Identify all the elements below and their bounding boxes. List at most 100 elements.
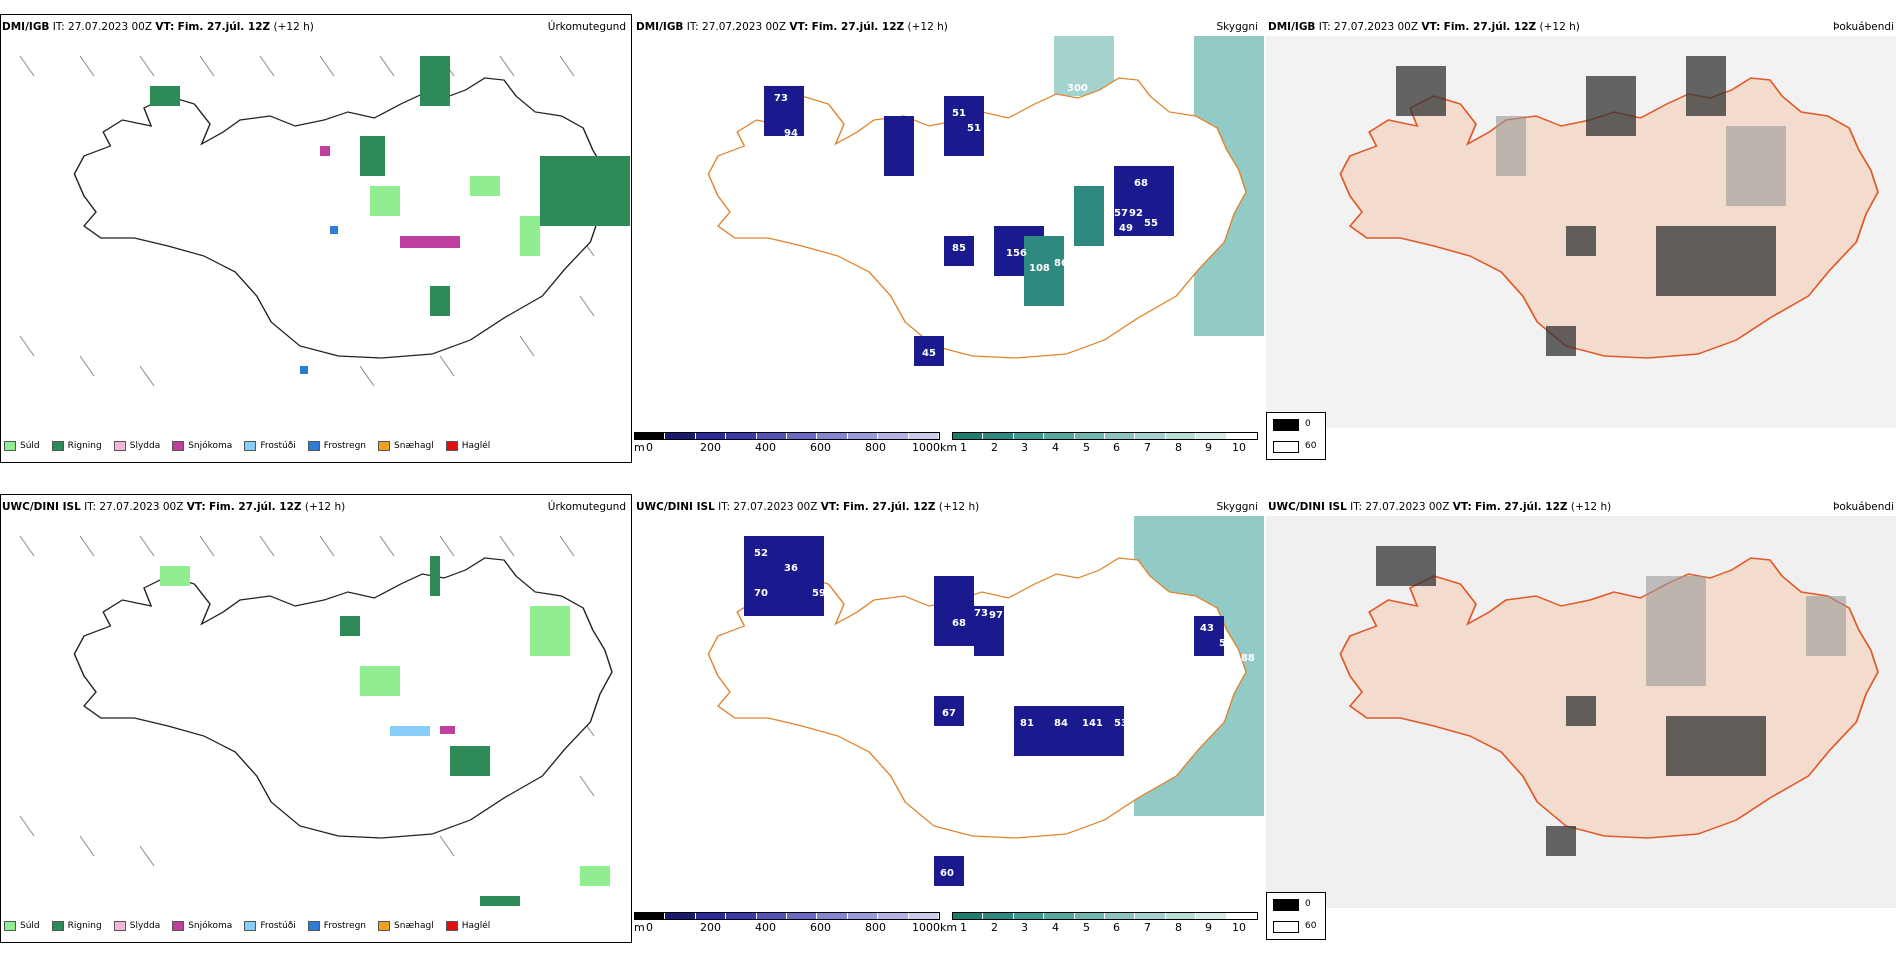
it-label: IT: xyxy=(84,501,97,513)
legend-label: Rigning xyxy=(67,921,102,931)
cbar-swatch xyxy=(1074,913,1106,919)
fog-label: 60 xyxy=(1305,441,1317,451)
precip-legend: Súld Rigning Slydda Snjókoma Frostúði Fr… xyxy=(4,437,490,455)
model-name: DMI/IGB xyxy=(1268,21,1316,33)
cbar-tick: 800 xyxy=(865,921,886,934)
vis-number: 81 xyxy=(1020,718,1034,729)
visibility-panel: UWC/DINI ISL IT: 27.07.2023 00Z VT: Fim.… xyxy=(634,494,1264,952)
cbar-swatch xyxy=(1105,913,1136,919)
cbar-swatch xyxy=(1135,913,1166,919)
cbar-swatch xyxy=(787,433,818,439)
panel-header: DMI/IGB IT: 27.07.2023 00Z VT: Fim. 27.j… xyxy=(636,20,1262,34)
cbar-tick: 400 xyxy=(755,441,776,454)
vis-number: 49 xyxy=(1119,223,1133,234)
legend-label: Súld xyxy=(20,921,40,931)
cbar-tick: 1 xyxy=(960,441,967,454)
model-name: DMI/IGB xyxy=(2,21,50,33)
legend-swatch xyxy=(445,921,458,931)
precip-map xyxy=(19,55,630,387)
panel-title: Skyggni xyxy=(1216,21,1259,33)
cbar-tick: 0 xyxy=(646,921,653,934)
visibility-bar xyxy=(952,912,1258,920)
forecast-row-uwc: UWC/DINI ISL IT: 27.07.2023 00Z VT: Fim.… xyxy=(0,494,1900,964)
legend-label: Súld xyxy=(20,441,40,451)
legend-swatch xyxy=(113,921,126,931)
vis-number: 85 xyxy=(952,243,966,254)
fog-label: 0 xyxy=(1305,419,1311,429)
cbar-swatch xyxy=(1135,433,1166,439)
lead-time: (+12 h) xyxy=(273,21,314,33)
legend-swatch xyxy=(307,441,320,451)
legend-label: Haglél xyxy=(461,441,491,451)
fog-label: 60 xyxy=(1305,921,1317,931)
precip-map-frame xyxy=(0,494,632,943)
cbar-tick: 5 xyxy=(1083,441,1090,454)
legend-item: Frostregn xyxy=(307,921,366,931)
fog-swatch xyxy=(1273,441,1299,453)
cbar-swatch xyxy=(1165,433,1197,439)
fog-map xyxy=(1266,36,1896,428)
vis-number: 97 xyxy=(989,610,1003,621)
panel-title: Úrkomutegund xyxy=(547,501,626,513)
visibility-panel: DMI/IGB IT: 27.07.2023 00Z VT: Fim. 27.j… xyxy=(634,14,1264,472)
legend-swatch xyxy=(51,441,64,451)
legend-label: Haglél xyxy=(461,921,491,931)
cbar-tick: 800 xyxy=(865,441,886,454)
forecast-row-dmi: DMI/IGB IT: 27.07.2023 00Z VT: Fim. 27.j… xyxy=(0,14,1900,484)
cbar-swatch xyxy=(983,433,1014,439)
it-label: IT: xyxy=(1318,21,1331,33)
legend-item: Slydda xyxy=(113,441,161,451)
vis-number: 488 xyxy=(1234,653,1255,664)
legend-item: Snjókoma xyxy=(172,921,232,931)
vt-label: VT: xyxy=(789,21,809,33)
legend-swatch xyxy=(4,921,16,931)
legend-swatch xyxy=(445,441,458,451)
cbar-tick: 7 xyxy=(1144,921,1151,934)
model-name: DMI/IGB xyxy=(636,21,684,33)
model-name: UWC/DINI ISL xyxy=(1268,501,1347,513)
vt-label: VT: xyxy=(1452,501,1472,513)
legend-label: Snæhagl xyxy=(394,441,434,451)
cbar-tick: 200 xyxy=(700,921,721,934)
lead-time: (+12 h) xyxy=(1539,21,1580,33)
cbar-swatch xyxy=(1196,913,1227,919)
cbar-tick: 2 xyxy=(991,441,998,454)
cbar-unit: m xyxy=(634,921,645,934)
cbar-swatch xyxy=(756,433,788,439)
it-label: IT: xyxy=(686,21,699,33)
cbar-tick: 9 xyxy=(1205,441,1212,454)
panel-title: Þokuábendi xyxy=(1833,21,1894,33)
cbar-tick: 10 xyxy=(1232,921,1246,934)
panel-header: UWC/DINI ISL IT: 27.07.2023 00Z VT: Fim.… xyxy=(2,500,630,514)
vis-number: 51 xyxy=(952,108,966,119)
fog-legend: 0 60 xyxy=(1266,412,1326,460)
fog-panel: DMI/IGB IT: 27.07.2023 00Z VT: Fim. 27.j… xyxy=(1266,14,1900,472)
cbar-swatch xyxy=(726,433,757,439)
cbar-tick: 2 xyxy=(991,921,998,934)
vis-number: 70 xyxy=(754,588,768,599)
lead-time: (+12 h) xyxy=(1570,501,1612,513)
lead-time: (+12 h) xyxy=(304,501,346,513)
legend-swatch xyxy=(172,921,185,931)
cbar-swatch xyxy=(726,913,757,919)
vis-number: 55 xyxy=(1144,218,1158,229)
it-label: IT: xyxy=(1350,501,1363,513)
legend-label: Slydda xyxy=(129,441,161,451)
it-value: 27.07.2023 00Z xyxy=(733,501,818,513)
cbar-swatch xyxy=(953,913,984,919)
panel-header: UWC/DINI ISL IT: 27.07.2023 00Z VT: Fim.… xyxy=(1268,500,1898,514)
cbar-tick: 5 xyxy=(1083,921,1090,934)
cbar-tick: 6 xyxy=(1113,921,1120,934)
vis-number: 156 xyxy=(1006,248,1027,259)
fog-panel: UWC/DINI ISL IT: 27.07.2023 00Z VT: Fim.… xyxy=(1266,494,1900,952)
it-value: 27.07.2023 00Z xyxy=(68,21,153,33)
cbar-swatch xyxy=(1226,913,1258,919)
precip-map-frame xyxy=(0,14,632,463)
cbar-swatch xyxy=(1044,913,1075,919)
cbar-swatch xyxy=(908,433,940,439)
legend-label: Slydda xyxy=(129,921,161,931)
legend-item: Rigning xyxy=(51,441,102,451)
panel-header: DMI/IGB IT: 27.07.2023 00Z VT: Fim. 27.j… xyxy=(1268,20,1898,34)
cbar-swatch xyxy=(1226,433,1258,439)
cbar-tick: 200 xyxy=(700,441,721,454)
